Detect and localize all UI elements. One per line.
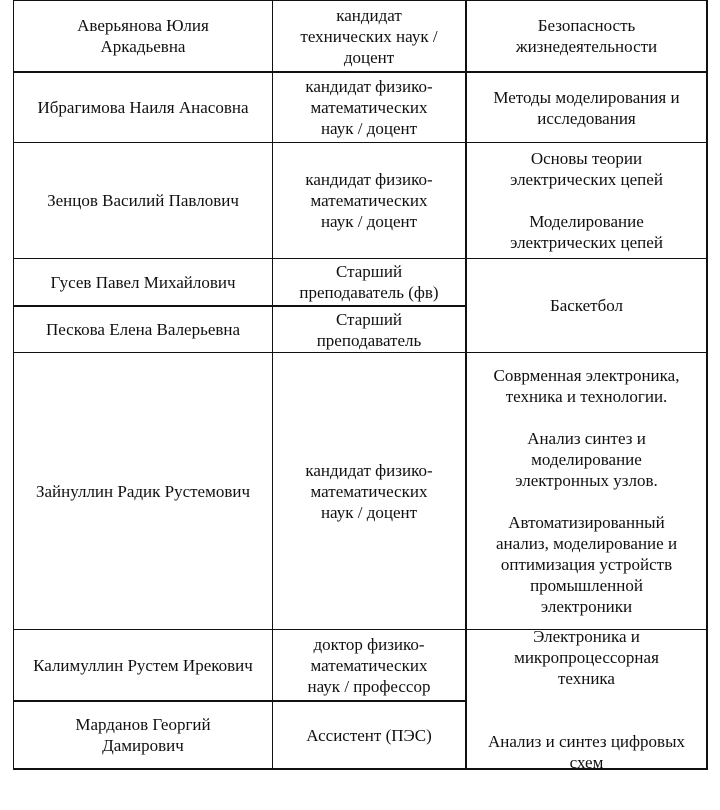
subject-cell: Методы моделирования и исследования [465, 71, 708, 142]
name-cell: Гусев Павел Михайлович [13, 258, 272, 305]
degree-cell: кандидат физико- математических наук / д… [272, 71, 465, 142]
degree-cell: доктор физико- математических наук / про… [272, 629, 465, 700]
degree-cell: кандидат физико- математических наук / д… [272, 142, 465, 258]
subject-cell: Безопасность жизнедеятельности [465, 0, 708, 71]
name-cell: Марданов Георгий Дамирович [13, 700, 272, 770]
name-cell: Зайнуллин Радик Рустемович [13, 352, 272, 629]
subject-cell: Основы теории электрических цепей Модели… [465, 142, 708, 258]
name-cell: Ибрагимова Наиля Анасовна [13, 71, 272, 142]
subject-cell: Соврменная электроника, техника и технол… [465, 352, 708, 629]
degree-cell: Ассистент (ПЭС) [272, 700, 465, 770]
degree-cell: кандидат физико- математических наук / д… [272, 352, 465, 629]
degree-cell: Старший преподаватель (фв) [272, 258, 465, 305]
degree-cell: Старший преподаватель [272, 305, 465, 352]
name-cell: Пескова Елена Валерьевна [13, 305, 272, 352]
subject-cell: Электроника и микропроцессорная техника … [465, 627, 708, 772]
degree-cell: кандидат технических наук / доцент [272, 0, 465, 71]
name-cell: Калимуллин Рустем Ирекович [13, 629, 272, 700]
name-cell: Зенцов Василий Павлович [13, 142, 272, 258]
name-cell: Аверьянова Юлия Аркадьевна [13, 0, 272, 71]
subject-cell: Баскетбол [465, 258, 708, 352]
